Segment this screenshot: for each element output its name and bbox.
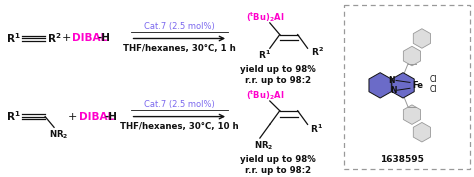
Text: $\mathbf{R^2}$: $\mathbf{R^2}$ [310,46,323,58]
Text: yield up to 98%: yield up to 98% [240,65,316,74]
Text: Cat.7 (2.5 mol%): Cat.7 (2.5 mol%) [144,22,215,31]
Text: N: N [390,86,396,95]
Text: $\mathbf{R^1}$: $\mathbf{R^1}$ [6,110,21,124]
Text: r.r. up to 98:2: r.r. up to 98:2 [245,166,311,175]
Text: THF/hexanes, 30°C, 1 h: THF/hexanes, 30°C, 1 h [123,44,236,53]
Text: DIBAL: DIBAL [79,112,114,122]
Text: Cat.7 (2.5 mol%): Cat.7 (2.5 mol%) [144,100,215,109]
Text: $\mathbf{NR_2}$: $\mathbf{NR_2}$ [254,140,273,152]
Text: Cl: Cl [430,75,438,84]
Polygon shape [413,122,430,142]
Text: $\mathbf{(^tBu)_2Al}$: $\mathbf{(^tBu)_2Al}$ [246,10,284,24]
Text: $\mathbf{R^2}$: $\mathbf{R^2}$ [47,32,62,45]
Text: $\mathbf{NR_2}$: $\mathbf{NR_2}$ [49,129,69,141]
Polygon shape [403,105,420,124]
Polygon shape [369,73,392,98]
Text: Cl: Cl [430,85,438,94]
Text: +: + [68,112,78,122]
Text: -H: -H [105,112,118,122]
Text: N: N [388,76,394,85]
Text: $\mathbf{(^tBu)_2Al}$: $\mathbf{(^tBu)_2Al}$ [246,88,284,102]
Text: Fe: Fe [412,81,423,90]
Text: THF/hexanes, 30°C, 10 h: THF/hexanes, 30°C, 10 h [120,122,238,131]
Text: r.r. up to 98:2: r.r. up to 98:2 [245,76,311,85]
Polygon shape [403,46,420,66]
Polygon shape [392,73,414,98]
Text: +: + [61,33,71,44]
Text: -H: -H [98,33,111,44]
Text: DIBAL: DIBAL [72,33,107,44]
Text: $\mathbf{R^1}$: $\mathbf{R^1}$ [258,49,271,61]
Polygon shape [413,29,430,48]
Text: $\mathbf{R^1}$: $\mathbf{R^1}$ [6,32,21,45]
Text: $\mathbf{R^1}$: $\mathbf{R^1}$ [310,122,323,135]
Text: yield up to 98%: yield up to 98% [240,155,316,164]
Text: 1638595: 1638595 [380,155,424,164]
